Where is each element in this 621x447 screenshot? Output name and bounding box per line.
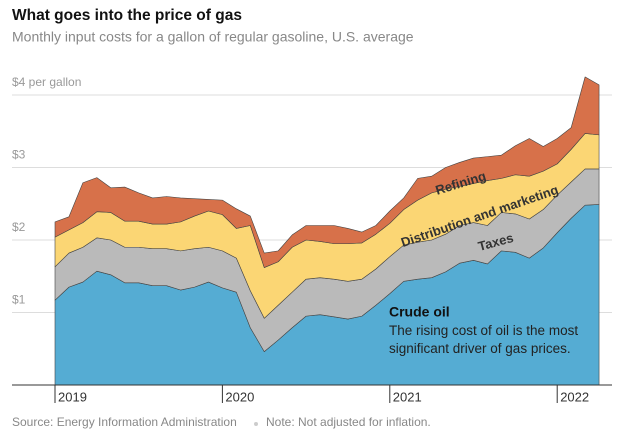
chart-subtitle: Monthly input costs for a gallon of regu… (12, 29, 414, 45)
source: Source: Energy Information Administratio… (12, 415, 237, 429)
x-tick-label: 2019 (58, 389, 87, 404)
annotation: The rising cost of oil is the most signi… (389, 323, 579, 356)
chart-title: What goes into the price of gas (12, 7, 242, 24)
note: Note: Not adjusted for inflation. (266, 415, 431, 429)
y-tick-label: $4 per gallon (12, 75, 81, 89)
series-label: Crude oil (389, 304, 450, 320)
separator (254, 422, 258, 426)
x-tick-label: 2022 (560, 389, 589, 404)
x-tick-label: 2021 (393, 389, 422, 404)
area (54, 76, 600, 268)
x-tick-label: 2020 (225, 389, 254, 404)
y-tick-label: $3 (12, 148, 26, 162)
y-tick-label: $2 (12, 220, 26, 234)
y-tick-label: $1 (12, 293, 26, 307)
